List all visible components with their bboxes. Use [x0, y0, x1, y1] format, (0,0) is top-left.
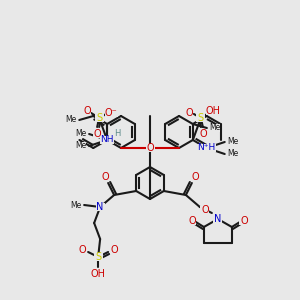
Text: Me: Me [76, 142, 87, 151]
Bar [76, 130, 86, 138]
Bar [190, 173, 200, 181]
Text: S: S [96, 113, 102, 123]
Text: Me: Me [76, 130, 87, 139]
Bar [100, 136, 114, 144]
Bar [91, 270, 105, 278]
Text: O: O [201, 205, 209, 215]
Bar [199, 130, 207, 138]
Bar [66, 116, 76, 124]
Bar [93, 130, 101, 138]
Bar [188, 217, 196, 225]
Text: O: O [78, 245, 86, 255]
Text: O: O [101, 172, 109, 182]
Text: Me: Me [70, 200, 82, 209]
Bar [185, 109, 193, 117]
Text: Me: Me [209, 124, 220, 133]
Text: Me: Me [66, 116, 77, 124]
Bar [94, 114, 103, 122]
Text: O: O [240, 216, 248, 226]
Text: OH: OH [91, 269, 106, 279]
Text: S: S [95, 252, 101, 262]
Bar [94, 253, 103, 261]
Bar [206, 107, 220, 115]
Text: O: O [83, 106, 91, 116]
Bar [114, 129, 121, 137]
Text: Me: Me [227, 149, 238, 158]
Bar [228, 150, 238, 158]
Bar [83, 107, 91, 115]
Text: O: O [185, 108, 193, 118]
Text: O⁻: O⁻ [105, 108, 118, 118]
Text: H: H [114, 128, 120, 137]
Text: N⁺H: N⁺H [198, 143, 216, 152]
Bar [100, 173, 109, 181]
Text: O: O [188, 216, 196, 226]
Bar [96, 203, 105, 211]
Text: O: O [146, 143, 154, 153]
Bar [78, 246, 87, 254]
Text: OH: OH [206, 106, 220, 116]
Bar [213, 215, 222, 223]
Text: N: N [214, 214, 221, 224]
Bar [110, 246, 118, 254]
Bar [210, 124, 220, 132]
Text: NH: NH [100, 136, 114, 145]
Text: O: O [93, 129, 101, 139]
Bar [76, 142, 86, 150]
Bar [198, 144, 216, 152]
Bar [71, 201, 81, 209]
Bar [146, 144, 154, 152]
Text: Me: Me [227, 137, 238, 146]
Text: N: N [97, 202, 104, 212]
Text: O: O [199, 129, 207, 139]
Bar [196, 114, 206, 122]
Bar [239, 217, 248, 225]
Text: O: O [191, 172, 199, 182]
Bar [200, 206, 209, 214]
Bar [105, 109, 118, 117]
Text: S: S [198, 113, 204, 123]
Text: O: O [110, 245, 118, 255]
Bar [228, 138, 238, 146]
